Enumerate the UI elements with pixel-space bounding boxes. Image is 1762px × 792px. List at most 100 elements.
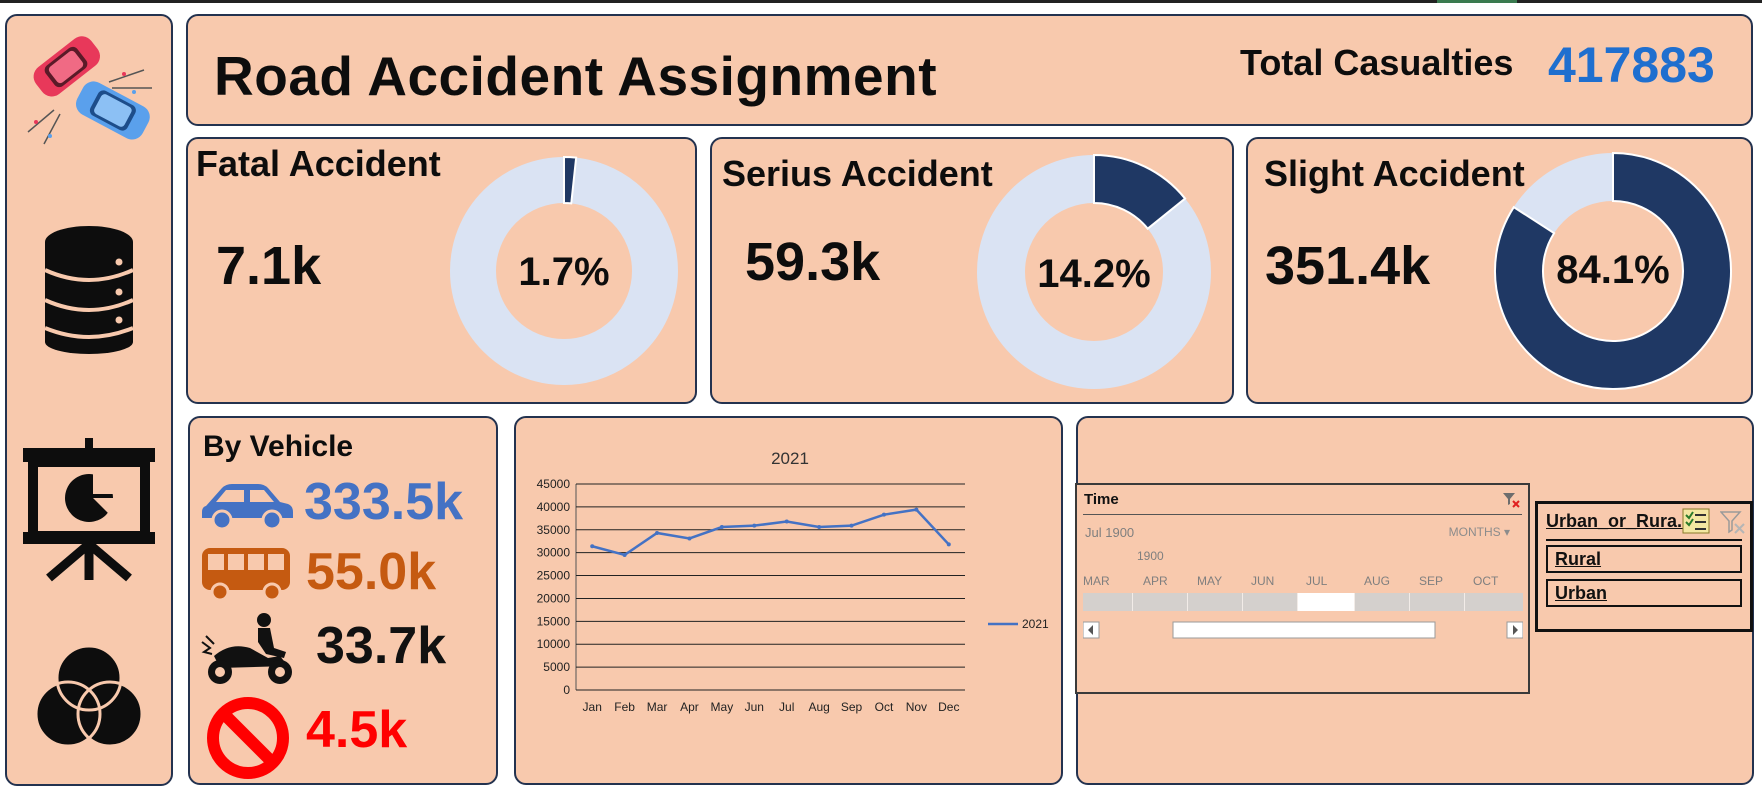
time-month-labels: MAR APR MAY JUN JUL AUG SEP OCT <box>1083 574 1523 588</box>
clear-filter-icon[interactable] <box>1720 510 1746 534</box>
month-cell[interactable] <box>1465 593 1522 611</box>
data-point <box>946 542 951 547</box>
time-slicer[interactable]: Time Jul 1900 MONTHS ▾ 1900 MAR APR MAY … <box>1075 483 1530 694</box>
month-cell[interactable] <box>1410 593 1465 611</box>
y-tick-label: 5000 <box>543 660 570 674</box>
time-level-label: MONTHS <box>1448 525 1501 539</box>
month-label: OCT <box>1473 574 1499 588</box>
window-top-border <box>0 0 1762 3</box>
month-cell-selected[interactable] <box>1298 593 1355 611</box>
x-tick-label: Jul <box>779 700 794 714</box>
serious-donut-segment <box>1093 153 1187 231</box>
urban-rural-slicer[interactable]: Urban_or_Rura... Rural Urban <box>1535 501 1753 632</box>
header-panel: Road Accident Assignment Total Casualtie… <box>186 14 1753 126</box>
data-point <box>719 525 724 530</box>
line-chart-svg: 2021 0 5000 10000 15000 20000 25000 30000 35000… <box>537 449 1049 714</box>
x-tick-label: Jan <box>583 700 602 714</box>
time-slicer-title: Time <box>1084 491 1119 508</box>
slight-donut-segment <box>1494 151 1732 390</box>
active-sheet-indicator <box>1437 0 1517 3</box>
data-point <box>687 536 692 541</box>
month-label: SEP <box>1419 574 1444 588</box>
month-cell[interactable] <box>1083 593 1133 611</box>
y-tick-label: 35000 <box>537 523 571 537</box>
sidebar <box>5 14 173 786</box>
time-month-bar[interactable] <box>1083 593 1523 611</box>
car-crash-icon[interactable] <box>7 22 171 152</box>
time-year-label: 1900 <box>1137 549 1164 563</box>
data-point <box>914 507 919 512</box>
car-icon <box>202 484 293 530</box>
data-point <box>752 523 757 528</box>
data-point <box>849 523 854 528</box>
chevron-down-icon: ▾ <box>1503 525 1510 539</box>
slight-accident-title: Slight Accident <box>1264 153 1525 194</box>
month-cell[interactable] <box>1133 593 1188 611</box>
venn-diagram-icon[interactable] <box>7 644 171 754</box>
series-2021-line <box>591 508 950 557</box>
total-casualties-value: 417883 <box>1548 37 1715 93</box>
by-vehicle-title: By Vehicle <box>203 430 354 463</box>
scroll-thumb[interactable] <box>1172 621 1436 639</box>
monthly-line-chart[interactable]: 2021 0 5000 10000 15000 20000 25000 30000 35000… <box>514 416 1063 785</box>
time-level-dropdown[interactable]: MONTHS ▾ <box>1449 525 1510 539</box>
slicer-item-urban[interactable]: Urban <box>1546 579 1742 607</box>
chevron-left-icon <box>1088 625 1093 635</box>
month-label: AUG <box>1364 574 1391 588</box>
y-tick-label: 15000 <box>537 614 571 628</box>
x-tick-label: Jun <box>745 700 764 714</box>
data-point <box>622 552 627 557</box>
x-tick-label: Dec <box>938 700 959 714</box>
presentation-chart-icon[interactable] <box>7 436 171 582</box>
x-tick-label: Feb <box>614 700 635 714</box>
bus-value: 55.0k <box>306 543 437 601</box>
slight-accident-value: 351.4k <box>1265 236 1431 296</box>
fatal-donut-segment <box>563 155 578 205</box>
y-tick-label: 25000 <box>537 569 571 583</box>
car-value: 333.5k <box>304 473 464 531</box>
x-tick-label: May <box>711 700 734 714</box>
fatal-accident-donut: 1.7% <box>450 155 678 385</box>
fatal-accident-value: 7.1k <box>216 236 322 296</box>
time-scrollbar[interactable] <box>1082 621 1524 639</box>
by-vehicle-card[interactable]: By Vehicle 333.5k 55.0k <box>188 416 498 785</box>
y-tick-label: 0 <box>563 683 570 697</box>
month-label: APR <box>1143 574 1168 588</box>
serious-accident-donut: 14.2% <box>977 153 1211 389</box>
x-tick-label: Apr <box>680 700 699 714</box>
x-tick-label: Aug <box>808 700 829 714</box>
vehicle-row-bus: 55.0k <box>200 543 495 616</box>
data-point <box>655 530 660 535</box>
month-cell[interactable] <box>1355 593 1410 611</box>
y-tick-label: 20000 <box>537 591 571 605</box>
slight-accident-card[interactable]: Slight Accident 351.4k 84.1% <box>1246 137 1753 404</box>
no-entry-icon <box>207 697 289 779</box>
motorbike-value: 33.7k <box>316 617 447 675</box>
serious-accident-card[interactable]: Serius Accident 59.3k 14.2% <box>710 137 1234 404</box>
data-point <box>817 525 822 530</box>
vehicle-row-other: 4.5k <box>200 696 495 779</box>
vehicle-row-car: 333.5k <box>200 473 495 550</box>
database-icon[interactable] <box>7 224 171 354</box>
other-value: 4.5k <box>306 701 408 759</box>
clear-filter-icon[interactable] <box>1502 491 1520 509</box>
multi-select-icon[interactable] <box>1682 508 1710 534</box>
total-casualties-label: Total Casualties <box>1240 42 1514 83</box>
chart-title: 2021 <box>771 449 809 468</box>
month-cell[interactable] <box>1188 593 1243 611</box>
slight-accident-donut: 84.1% <box>1494 151 1732 390</box>
x-tick-label: Nov <box>906 700 927 714</box>
serious-accident-value: 59.3k <box>745 232 881 292</box>
chevron-right-icon <box>1513 625 1518 635</box>
slicer-item-rural[interactable]: Rural <box>1546 545 1742 573</box>
serious-accident-title: Serius Accident <box>722 153 993 194</box>
data-point <box>590 544 595 549</box>
y-tick-label: 30000 <box>537 546 571 560</box>
time-slicer-divider <box>1083 514 1522 515</box>
fatal-accident-title: Fatal Accident <box>196 143 441 184</box>
y-tick-label: 40000 <box>537 500 571 514</box>
month-cell[interactable] <box>1243 593 1298 611</box>
data-point <box>784 519 789 524</box>
motorbike-icon <box>201 613 292 684</box>
fatal-accident-card[interactable]: Fatal Accident 7.1k 1.7% <box>186 137 697 404</box>
